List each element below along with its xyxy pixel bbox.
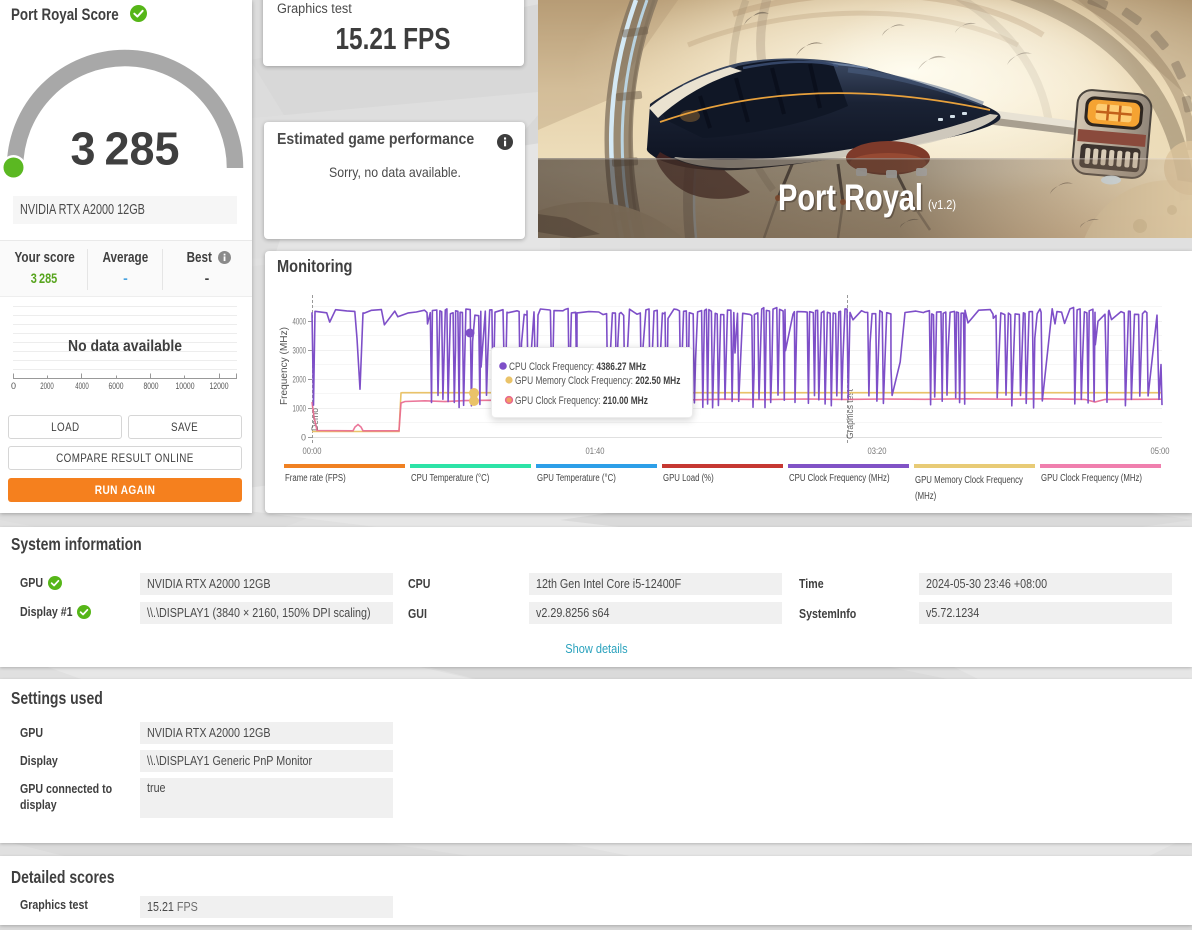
svg-text:00:00: 00:00 (303, 446, 322, 456)
svg-text:2000: 2000 (40, 381, 54, 391)
svg-text:1000: 1000 (293, 404, 307, 414)
svg-text:Port Royal: Port Royal (778, 177, 923, 218)
svg-text:Frequency (MHz): Frequency (MHz) (279, 327, 290, 405)
svg-text:6000: 6000 (109, 381, 124, 391)
svg-text:03:20: 03:20 (868, 446, 887, 456)
svg-text:05:00: 05:00 (1151, 446, 1170, 456)
svg-text:3000: 3000 (293, 346, 307, 356)
svg-text:4000: 4000 (75, 381, 89, 391)
svg-text:3 285: 3 285 (71, 123, 180, 175)
svg-text:Graphics test: Graphics test (845, 389, 855, 439)
svg-text:4000: 4000 (293, 317, 307, 327)
svg-text:Port Royal: Port Royal (780, 179, 925, 220)
svg-text:No data available: No data available (68, 338, 182, 355)
svg-text:2000: 2000 (293, 375, 307, 385)
svg-text:8000: 8000 (144, 381, 159, 391)
svg-text:15.21 FPS: 15.21 FPS (336, 21, 451, 56)
svg-text:0: 0 (301, 433, 306, 443)
svg-text:0: 0 (11, 381, 16, 391)
svg-text:01:40: 01:40 (586, 446, 605, 456)
svg-text:10000: 10000 (176, 381, 195, 391)
svg-text:12000: 12000 (210, 381, 229, 391)
svg-text:(v1.2): (v1.2) (928, 198, 956, 212)
